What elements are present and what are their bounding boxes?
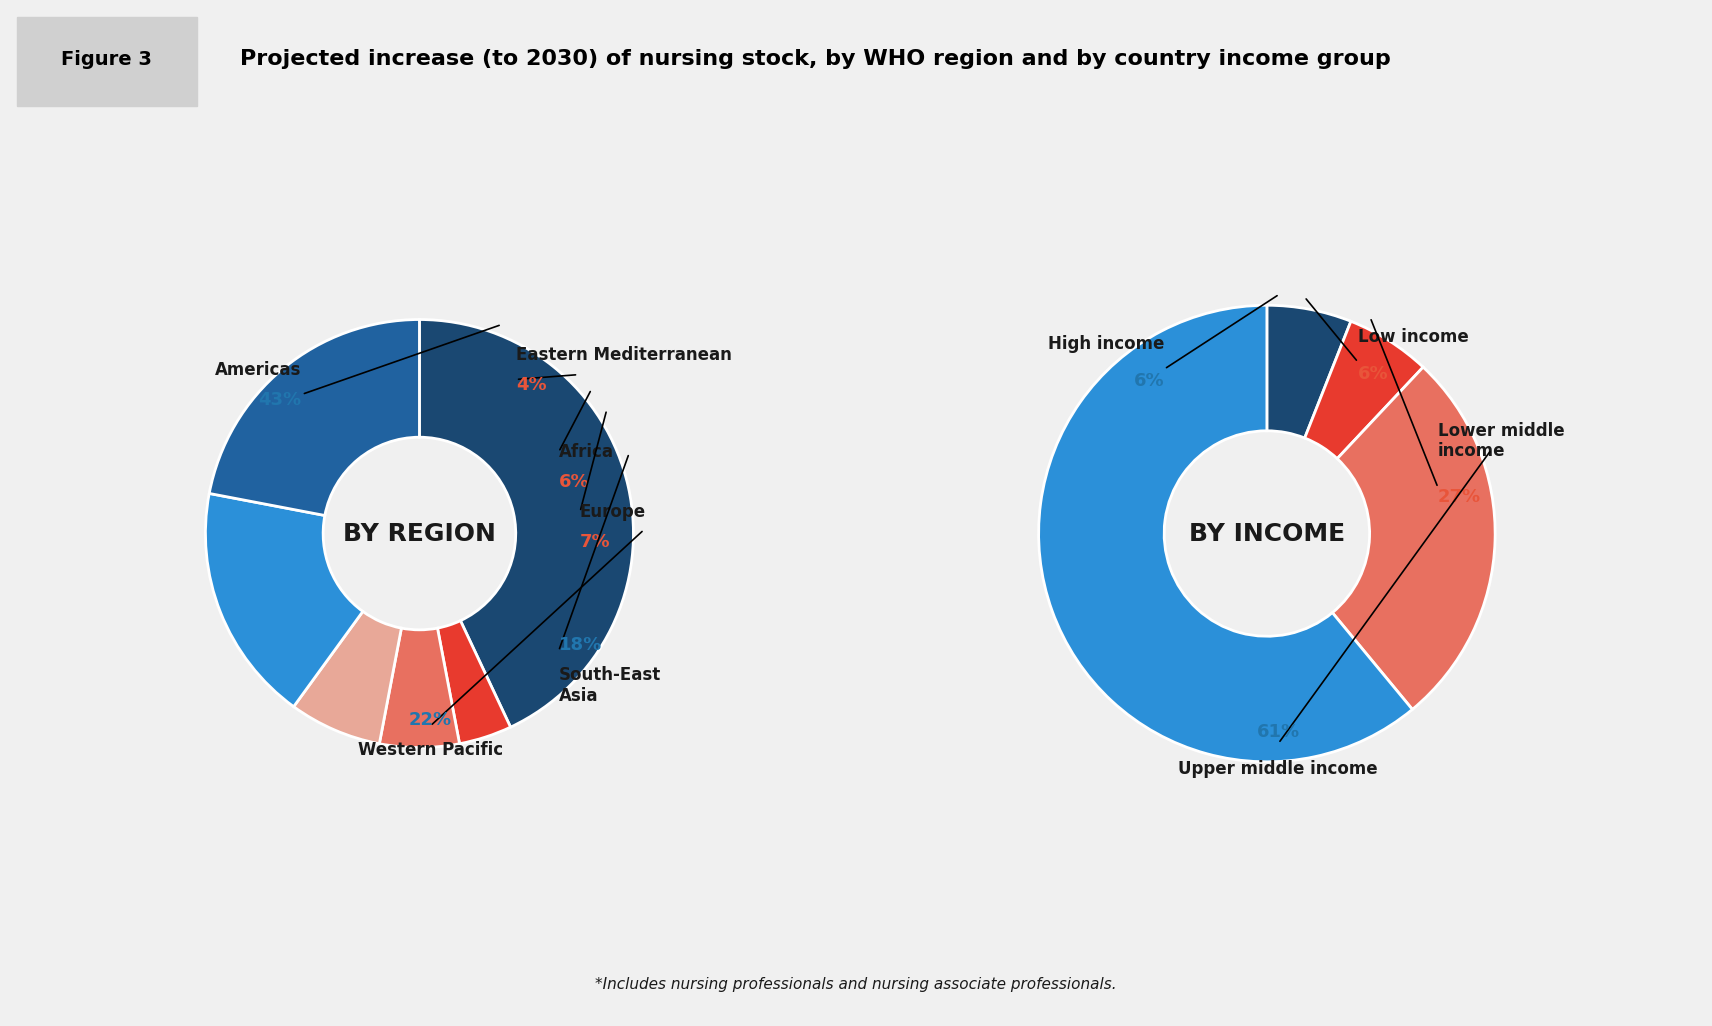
Wedge shape <box>419 319 633 727</box>
Text: 6%: 6% <box>558 473 589 491</box>
Text: Upper middle income: Upper middle income <box>1178 759 1378 778</box>
Wedge shape <box>1305 321 1423 459</box>
Text: 6%: 6% <box>1133 371 1164 390</box>
Wedge shape <box>380 628 459 748</box>
Wedge shape <box>438 621 510 744</box>
Text: Western Pacific: Western Pacific <box>358 741 503 759</box>
Text: 7%: 7% <box>580 534 611 551</box>
Text: 4%: 4% <box>515 377 546 394</box>
Text: *Includes nursing professionals and nursing associate professionals.: *Includes nursing professionals and nurs… <box>596 978 1116 992</box>
Text: BY REGION: BY REGION <box>342 521 496 546</box>
Wedge shape <box>1039 306 1412 761</box>
Text: Lower middle
income: Lower middle income <box>1438 422 1565 461</box>
Text: Eastern Mediterranean: Eastern Mediterranean <box>515 347 731 364</box>
FancyBboxPatch shape <box>17 17 197 106</box>
Wedge shape <box>209 319 419 515</box>
Text: BY INCOME: BY INCOME <box>1188 521 1346 546</box>
Text: 43%: 43% <box>259 391 301 409</box>
Text: High income: High income <box>1048 336 1164 353</box>
Text: Low income: Low income <box>1358 328 1469 347</box>
Wedge shape <box>1267 306 1351 438</box>
Text: Africa: Africa <box>558 443 613 462</box>
Wedge shape <box>205 494 363 707</box>
Text: Americas: Americas <box>216 361 301 380</box>
Text: 22%: 22% <box>409 711 452 729</box>
Text: 18%: 18% <box>558 636 603 655</box>
Text: South-East
Asia: South-East Asia <box>558 666 661 705</box>
Text: Projected increase (to 2030) of nursing stock, by WHO region and by country inco: Projected increase (to 2030) of nursing … <box>240 49 1390 69</box>
Text: Figure 3: Figure 3 <box>60 49 152 69</box>
Text: Europe: Europe <box>580 503 645 521</box>
Wedge shape <box>294 611 401 744</box>
Text: 27%: 27% <box>1438 488 1481 506</box>
Text: 61%: 61% <box>1257 723 1299 741</box>
Text: 6%: 6% <box>1358 365 1388 383</box>
Wedge shape <box>1332 367 1495 709</box>
